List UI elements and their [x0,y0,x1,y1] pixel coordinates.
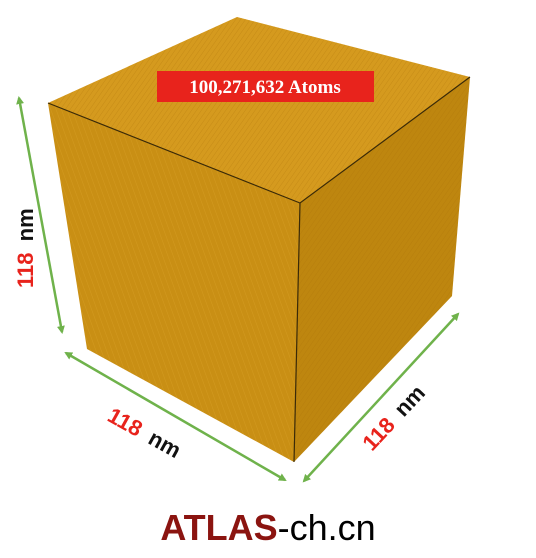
width-unit: nm [144,425,185,463]
svg-text:118 nm: 118 nm [104,403,186,463]
watermark-suffix: -ch.cn [277,507,376,548]
depth-arrow [302,312,460,483]
atom-count-label: 100,271,632 Atoms [189,77,340,98]
svg-text:118 nm: 118 nm [13,208,38,288]
width-value: 118 [104,403,147,442]
site-watermark: ATLAS-ch.cn [0,508,536,548]
height-unit: nm [13,208,38,241]
atom-count-badge: 100,271,632 Atoms [157,71,374,102]
depth-value: 118 [357,412,399,455]
svg-text:118 nm: 118 nm [357,380,430,455]
height-arrow [16,96,65,334]
depth-unit: nm [389,380,430,421]
height-dimension: 118 nm [13,96,65,334]
height-value: 118 [13,253,38,289]
cube-edge [293,202,301,463]
width-arrow [64,351,287,482]
watermark-brand: ATLAS [160,507,278,548]
